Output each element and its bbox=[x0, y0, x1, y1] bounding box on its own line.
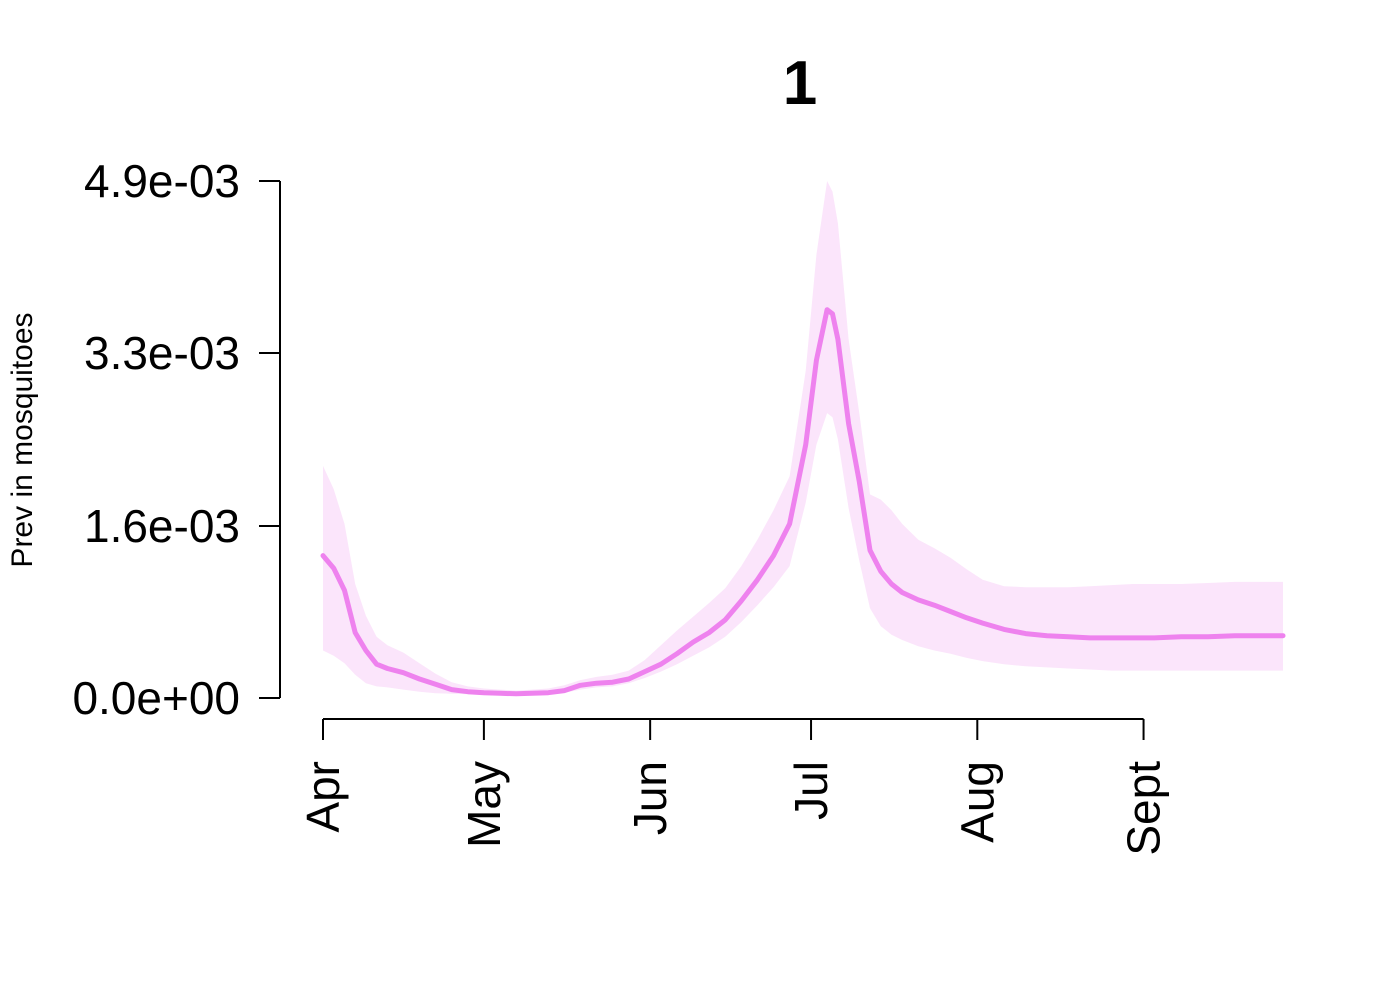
y-tick-label: 1.6e-03 bbox=[84, 500, 240, 552]
x-tick-label: Apr bbox=[297, 761, 349, 833]
x-tick-label: Jul bbox=[785, 761, 837, 820]
y-axis-label: Prev in mosquitoes bbox=[6, 312, 39, 567]
y-tick-label: 0.0e+00 bbox=[72, 672, 240, 724]
mean-line bbox=[320, 307, 1286, 697]
chart-title: 1 bbox=[783, 49, 817, 118]
x-tick-label: May bbox=[458, 761, 510, 848]
y-axis: 0.0e+00 1.6e-03 3.3e-03 4.9e-03 bbox=[72, 155, 281, 724]
x-axis: Apr May Jun Jul Aug Sept bbox=[297, 718, 1170, 856]
y-tick-label: 3.3e-03 bbox=[84, 327, 240, 379]
x-tick-label: Aug bbox=[951, 761, 1003, 843]
plot-area bbox=[320, 181, 1286, 697]
x-tick-label: Jun bbox=[624, 761, 676, 835]
y-tick-label: 4.9e-03 bbox=[84, 155, 240, 207]
x-tick-label: Sept bbox=[1118, 761, 1170, 856]
uncertainty-band bbox=[323, 181, 1283, 696]
